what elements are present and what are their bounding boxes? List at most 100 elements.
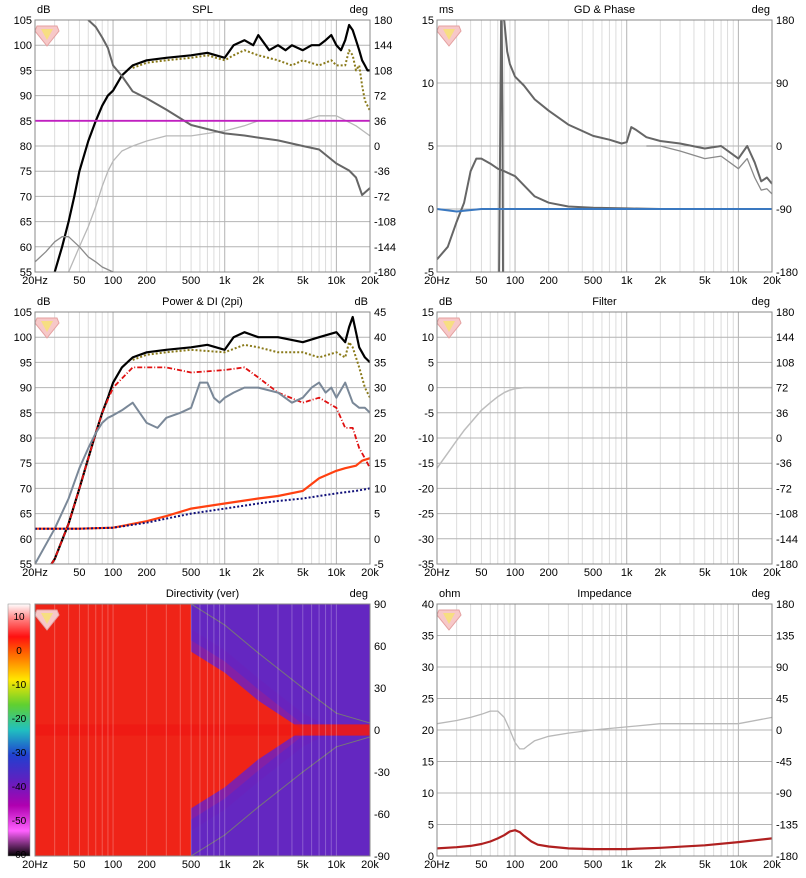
y2-tick-label: -180 [776, 267, 798, 279]
x-tick-label: 500 [584, 859, 602, 871]
left-unit-label: dB [37, 4, 50, 16]
y-tick-label: 65 [20, 509, 32, 521]
heatmap-axis-band [35, 724, 370, 736]
series-line-slate [35, 381, 370, 564]
left-unit-label: dB [439, 296, 452, 308]
x-tick-label: 10k [328, 567, 346, 579]
y2-tick-label: 40 [374, 332, 386, 344]
y-tick-label: 85 [20, 116, 32, 128]
y-tick-label: -35 [418, 559, 434, 571]
y2-tick-label: -90 [374, 851, 390, 863]
plot-border [436, 603, 773, 857]
x-tick-label: 200 [539, 859, 557, 871]
plot-border [436, 311, 773, 565]
colorbar-tick-label: -20 [12, 714, 27, 725]
x-tick-label: 500 [584, 275, 602, 287]
x-tick-label: 2k [655, 859, 667, 871]
series-line-gray-dark [498, 20, 504, 272]
y2-tick-label: 144 [776, 332, 794, 344]
chart-title: Impedance [577, 588, 631, 600]
y2-tick-label: 20 [374, 433, 386, 445]
x-tick-label: 50 [475, 567, 487, 579]
heatmap-lobe [191, 604, 370, 730]
y-tick-label: 100 [14, 40, 32, 52]
x-tick-label: 5k [699, 859, 711, 871]
y-tick-label: -5 [424, 267, 434, 279]
x-tick-label: 50 [73, 275, 85, 287]
y2-tick-label: -60 [374, 809, 390, 821]
x-tick-label: 20Hz [424, 275, 450, 287]
y-tick-label: 25 [422, 694, 434, 706]
x-tick-label: 500 [182, 859, 200, 871]
y2-tick-label: 90 [776, 78, 788, 90]
plot-border [34, 19, 371, 273]
plot-border [34, 603, 371, 857]
chart-panel-spl: SPL dB deg 20Hz 50 100 200 500 1k 2k 5k 10k 20k 105 10… [14, 4, 396, 287]
series-line-gray-mid [35, 236, 115, 272]
y-tick-label: 20 [422, 725, 434, 737]
y-tick-label: 60 [20, 242, 32, 254]
right-unit-label: deg [752, 4, 770, 16]
x-tick-label: 100 [506, 567, 524, 579]
y2-tick-label: -135 [776, 820, 798, 832]
y2-tick-label: -90 [776, 204, 792, 216]
y2-tick-label: 45 [374, 307, 386, 319]
y2-tick-label: 30 [374, 683, 386, 695]
x-tick-label: 20k [361, 859, 379, 871]
x-tick-label: 20k [763, 567, 781, 579]
y2-tick-label: 5 [374, 509, 380, 521]
x-tick-label: 2k [655, 567, 667, 579]
x-tick-label: 200 [137, 859, 155, 871]
x-tick-label: 1k [219, 567, 231, 579]
right-unit-label: deg [752, 296, 770, 308]
chart-title: Power & DI (2pi) [162, 296, 243, 308]
x-tick-label: 10k [328, 859, 346, 871]
y2-tick-label: 108 [374, 65, 392, 77]
y-tick-label: 55 [20, 559, 32, 571]
y-tick-label: 105 [14, 307, 32, 319]
plot-border [436, 19, 773, 273]
y-tick-label: 70 [20, 191, 32, 203]
y2-tick-label: 36 [776, 408, 788, 420]
y-tick-label: 80 [20, 141, 32, 153]
y-tick-label: 75 [20, 458, 32, 470]
x-tick-label: 2k [253, 275, 265, 287]
y2-tick-label: 180 [776, 599, 794, 611]
x-tick-label: 50 [475, 275, 487, 287]
y-tick-label: -10 [418, 433, 434, 445]
y2-tick-label: -108 [374, 217, 396, 229]
y-tick-label: 5 [428, 141, 434, 153]
y2-tick-label: -36 [776, 458, 792, 470]
x-tick-label: 1k [621, 567, 633, 579]
x-tick-label: 10k [730, 275, 748, 287]
y-tick-label: 0 [428, 204, 434, 216]
y-tick-label: 35 [422, 631, 434, 643]
y2-tick-label: 180 [374, 15, 392, 27]
y-tick-label: 10 [422, 332, 434, 344]
y-tick-label: 90 [20, 91, 32, 103]
left-unit-label: ohm [439, 588, 460, 600]
series-line-gray-dark [87, 20, 370, 196]
x-tick-label: 50 [475, 859, 487, 871]
y2-tick-label: -144 [374, 242, 396, 254]
y-tick-label: -20 [418, 483, 434, 495]
y-tick-label: 85 [20, 408, 32, 420]
x-tick-label: 20Hz [22, 567, 48, 579]
x-tick-label: 100 [506, 859, 524, 871]
series-line-gray-dark [503, 20, 772, 185]
x-tick-label: 200 [539, 275, 557, 287]
y2-tick-label: 35 [374, 357, 386, 369]
colorbar-tick-label: 10 [13, 612, 25, 623]
y-tick-label: 75 [20, 166, 32, 178]
y2-tick-label: 90 [374, 599, 386, 611]
y-tick-label: 90 [20, 383, 32, 395]
y2-tick-label: 90 [776, 662, 788, 674]
y2-tick-label: 0 [776, 141, 782, 153]
y-tick-label: 10 [422, 788, 434, 800]
y2-tick-label: 180 [776, 307, 794, 319]
left-unit-label: dB [37, 296, 50, 308]
x-tick-label: 20Hz [22, 275, 48, 287]
heatmap-lobe [191, 730, 370, 856]
